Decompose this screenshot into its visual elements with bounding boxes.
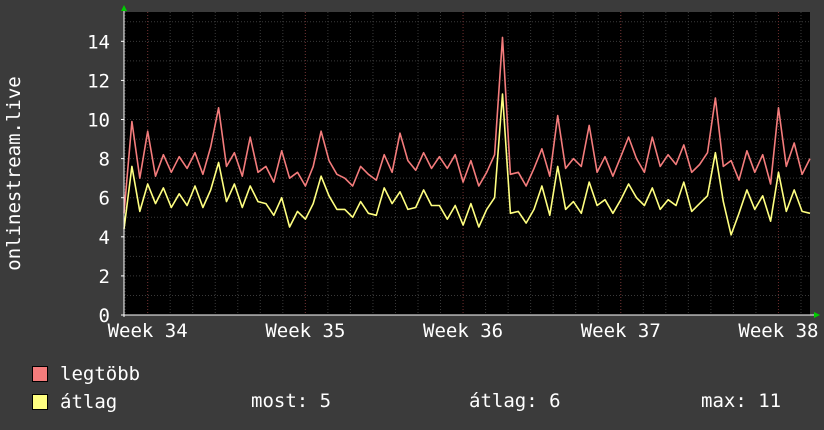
grid <box>124 12 810 315</box>
y-tick-label: 8 <box>99 149 110 171</box>
y-axis-arrow <box>121 5 127 11</box>
stat-average: átlag: 6 <box>469 390 561 412</box>
x-tick-label: Week 35 <box>265 320 345 342</box>
stat-maximum: max: 11 <box>701 390 782 412</box>
tick-labels: 0 2 4 6 8 10 12 14 Week 34 Week 35 Week 36 Week 37 W… <box>87 31 818 342</box>
series-line-max <box>123 36 811 214</box>
stat-current: most: 5 <box>251 390 332 412</box>
axes <box>121 5 820 318</box>
y-tick-label: 0 <box>99 305 110 327</box>
y-tick-label: 12 <box>87 70 110 92</box>
legend-label-max: legtöbb <box>60 363 141 385</box>
x-tick-label: Week 37 <box>581 320 661 342</box>
x-tick-label: Week 36 <box>423 320 503 342</box>
y-axis-label: onlinestream.live <box>3 76 25 270</box>
legend-label-avg: átlag <box>60 391 118 413</box>
y-tick-label: 10 <box>87 110 110 132</box>
series-line-avg <box>123 93 811 236</box>
legend-item-avg: átlag <box>32 391 117 413</box>
y-tick-label: 2 <box>99 266 110 288</box>
legend-swatch-max <box>32 366 48 382</box>
y-tick-label: 6 <box>99 188 110 210</box>
legend-item-max: legtöbb <box>32 363 140 385</box>
series-layer <box>123 36 811 236</box>
y-tick-label: 4 <box>99 227 110 249</box>
x-tick-label: Week 38 <box>738 320 818 342</box>
legend-swatch-avg <box>32 394 48 410</box>
x-axis-arrow <box>814 312 820 318</box>
y-tick-label: 14 <box>87 31 110 53</box>
x-tick-label: Week 34 <box>108 320 188 342</box>
